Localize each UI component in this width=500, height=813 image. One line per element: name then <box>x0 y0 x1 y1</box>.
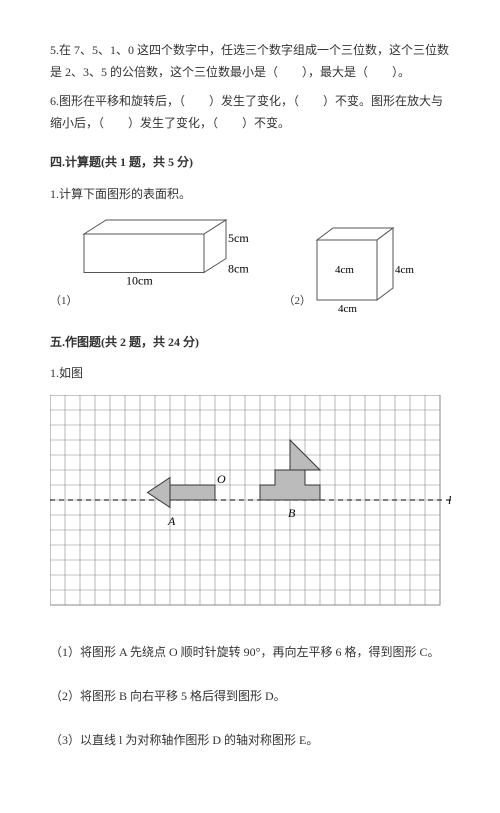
svg-text:4cm: 4cm <box>395 264 414 276</box>
svg-text:5cm: 5cm <box>228 231 249 245</box>
svg-text:B: B <box>288 506 296 520</box>
figure-2-wrap: （2） 4cm 4cm 4cm <box>284 226 420 312</box>
svg-text:O: O <box>217 472 226 486</box>
figure-row: （1） 5cm 8cm 10cm （2） 4cm 4cm 4cm <box>50 218 450 312</box>
svg-text:10cm: 10cm <box>126 273 153 287</box>
section-5-q1: 1.如图 <box>50 363 450 385</box>
svg-text:l: l <box>448 493 452 507</box>
cuboid-figure: 5cm 8cm 10cm <box>82 218 254 312</box>
grid-figure-wrap: l O A B <box>50 395 450 615</box>
sub-question-3: （3）以直线 l 为对称轴作图形 D 的轴对称图形 E。 <box>50 730 450 752</box>
cube-figure: 4cm 4cm 4cm <box>315 226 419 312</box>
grid-figure: l O A B <box>50 395 460 607</box>
section-4-q1: 1.计算下面图形的表面积。 <box>50 184 450 206</box>
question-5: 5.在 7、5、1、0 这四个数字中，任选三个数字组成一个三位数，这个三位数是 … <box>50 40 450 83</box>
svg-text:8cm: 8cm <box>228 261 249 275</box>
svg-text:4cm: 4cm <box>338 303 357 312</box>
figure-1-wrap: （1） 5cm 8cm 10cm <box>50 218 254 312</box>
figure-2-label: （2） <box>284 292 312 312</box>
section-5-title: 五.作图题(共 2 题，共 24 分) <box>50 332 450 354</box>
svg-text:A: A <box>167 514 176 528</box>
section-4-title: 四.计算题(共 1 题，共 5 分) <box>50 152 450 174</box>
sub-question-2: （2）将图形 B 向右平移 5 格后得到图形 D。 <box>50 686 450 708</box>
sub-question-1: （1）将图形 A 先绕点 O 顺时针旋转 90°，再向左平移 6 格，得到图形 … <box>50 642 450 664</box>
svg-text:4cm: 4cm <box>335 264 354 276</box>
question-6: 6.图形在平移和旋转后，（ ）发生了变化，（ ）不变。图形在放大与缩小后，（ ）… <box>50 91 450 134</box>
figure-1-label: （1） <box>50 292 78 312</box>
